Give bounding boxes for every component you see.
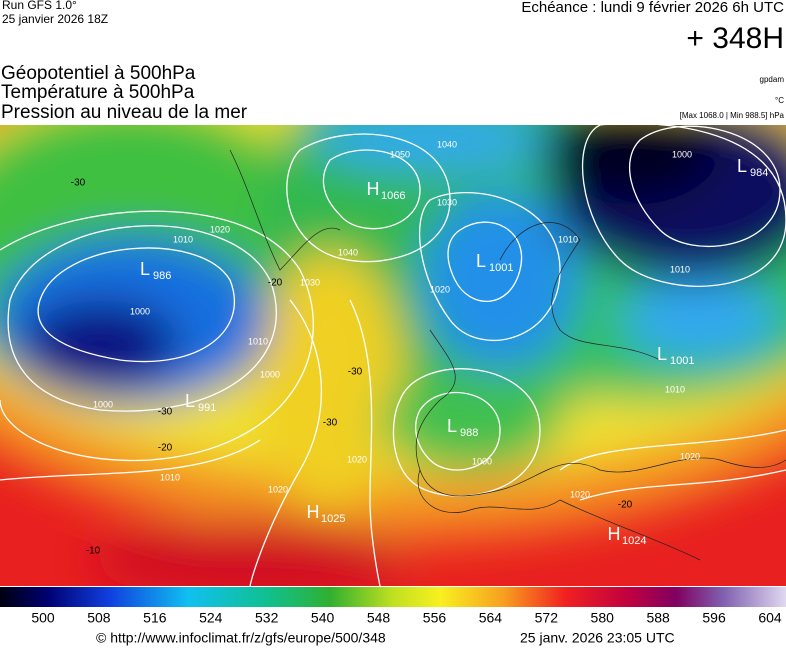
header: Run GFS 1.0° 25 janvier 2026 18Z Echéanc… <box>1 0 785 123</box>
isobar-label: 1030 <box>437 197 457 207</box>
isobar-label: 1010 <box>665 384 685 394</box>
center-type: L <box>737 156 747 176</box>
temperature-label: -30 <box>158 407 173 418</box>
colorbar-label: 580 <box>591 610 615 626</box>
valid-time: Echéance : lundi 9 février 2026 6h UTC <box>521 0 784 16</box>
footer: © http://www.infoclimat.fr/z/gfs/europe/… <box>96 630 675 646</box>
run-date: 25 janvier 2026 18Z <box>2 12 108 26</box>
source: © http://www.infoclimat.fr/z/gfs/europe/… <box>96 630 386 646</box>
unit: [Max 1068.0 | Min 988.5] hPa <box>680 111 785 120</box>
title: Géopotentiel à 500hPa <box>1 63 196 84</box>
colorbar-label: 588 <box>646 610 670 626</box>
center-pressure: 988 <box>460 427 478 439</box>
center-type: L <box>476 251 486 271</box>
isobar-label: 1010 <box>248 336 268 346</box>
colorbar-label: 500 <box>31 610 55 626</box>
colorbar-label: 516 <box>143 610 167 626</box>
map <box>0 125 786 586</box>
colorbar-label: 524 <box>199 610 223 626</box>
isobar-label: 1020 <box>430 284 450 294</box>
center-type: H <box>307 502 320 522</box>
isobar-label: 1000 <box>260 369 280 379</box>
temperature-label: -30 <box>71 178 86 189</box>
colorbar <box>0 587 786 607</box>
isobar-label: 1010 <box>670 264 690 274</box>
temperature-label: -10 <box>86 546 101 557</box>
temperature-label: -30 <box>323 418 338 429</box>
unit: °C <box>775 96 784 105</box>
isobar-label: 1000 <box>93 399 113 409</box>
colorbar-label: 604 <box>758 610 782 626</box>
isobar-label: 1050 <box>390 149 410 159</box>
center-pressure: 1001 <box>670 355 694 367</box>
temperature-label: -20 <box>618 500 633 511</box>
title: Température à 500hPa <box>1 82 195 103</box>
colorbar-label: 572 <box>535 610 559 626</box>
isobar-label: 1040 <box>437 139 457 149</box>
colorbar-label: 540 <box>311 610 335 626</box>
run: Run GFS 1.0° <box>2 0 77 12</box>
unit: gpdam <box>760 75 785 84</box>
isobar-label: 1020 <box>570 489 590 499</box>
center-type: L <box>140 259 150 279</box>
generated: 25 janv. 2026 23:05 UTC <box>520 630 675 646</box>
isobar-label: 1030 <box>300 277 320 287</box>
center-pressure: 991 <box>198 402 216 414</box>
title: Pression au niveau de la mer <box>1 102 248 123</box>
colorbar-label: 548 <box>367 610 391 626</box>
temperature-label: -20 <box>158 443 173 454</box>
lead-time: + 348H <box>686 22 784 55</box>
center-pressure: 986 <box>153 270 171 282</box>
isobar-label: 1010 <box>173 234 193 244</box>
center-type: L <box>447 416 457 436</box>
center-type: H <box>608 524 621 544</box>
isobar-label: 1010 <box>160 472 180 482</box>
center-type: L <box>657 344 667 364</box>
isobar-label: 1020 <box>210 224 230 234</box>
center-type: L <box>185 391 195 411</box>
temperature-label: -20 <box>268 278 283 289</box>
colorbar-label: 532 <box>255 610 279 626</box>
isobar-label: 1020 <box>347 454 367 464</box>
isobars <box>0 125 786 586</box>
isobar-label: 1020 <box>268 484 288 494</box>
center-pressure: 1025 <box>321 513 345 525</box>
isobar-label: 1020 <box>680 451 700 461</box>
colorbar-label: 556 <box>423 610 447 626</box>
temperature-label: -30 <box>348 367 363 378</box>
center-type: H <box>367 179 380 199</box>
colorbar-label: 596 <box>702 610 726 626</box>
isobar-label: 1040 <box>338 247 358 257</box>
center-pressure: 1024 <box>622 535 646 547</box>
coastlines <box>229 149 786 561</box>
colorbar-label: 508 <box>87 610 111 626</box>
center-pressure: 1001 <box>489 262 513 274</box>
colorbar-label: 564 <box>479 610 503 626</box>
isobar-label: 1000 <box>672 149 692 159</box>
center-pressure: 1066 <box>381 190 405 202</box>
isobar-label: 1010 <box>558 234 578 244</box>
isobar-label: 1000 <box>130 306 150 316</box>
isobar-label: 1000 <box>472 456 492 466</box>
center-pressure: 984 <box>750 167 768 179</box>
